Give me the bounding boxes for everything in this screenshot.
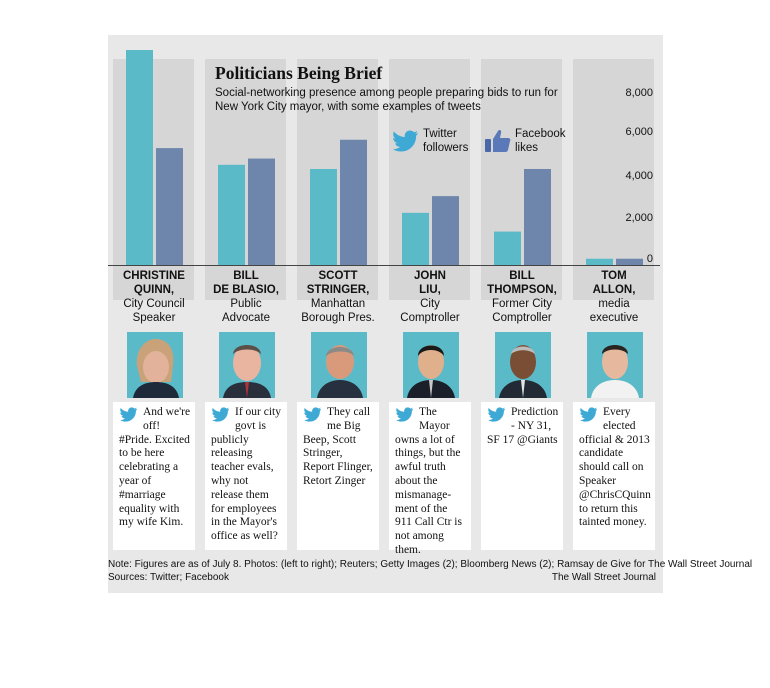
person-name: TOM [601,270,627,282]
person-label-thompson: BILL THOMPSON, Former City Comptroller [476,269,568,325]
twitter-bird-icon [580,407,598,422]
chart-panel: Politicians Being Brief Social-networkin… [108,35,752,593]
person-role: Comptroller [492,312,552,324]
person-role: media [598,298,630,310]
person-role: Borough Pres. [301,312,375,324]
y-tick-label: 0 [646,253,653,265]
twitter-bird-icon [393,130,418,152]
portrait-photo [311,332,367,398]
tweet-card: They call me Big Beep, Scott Stringer, R… [297,402,379,550]
person-name: BILL [509,270,535,282]
person-label-stringer: SCOTT STRINGER, Manhattan Borough Pres. [292,269,384,325]
column-background [113,59,194,300]
name-rule [384,265,476,266]
portrait-photo [587,332,643,398]
legend-twitter-line2: followers [423,142,469,154]
person-name: QUINN, [133,284,175,296]
person-role: Comptroller [400,312,460,324]
y-tick-label: 2,000 [625,212,653,224]
portrait-photo [127,332,183,398]
footnote: Note: Figures are as of July 8. Photos: … [108,559,753,570]
tweet-card: Every elected official & 2013 candidate … [573,402,655,550]
person-role: Public [230,298,262,310]
person-role: executive [589,312,639,324]
person-name: DE BLASIO, [213,284,279,296]
person-label-quinn: CHRISTINE QUINN, City Council Speaker [108,269,200,325]
twitter-bird-icon [212,407,230,422]
person-name: LIU, [419,284,441,296]
chart-subtitle: Social-networking presence among people … [215,87,558,113]
legend-twitter: Twitter followers [393,127,468,155]
name-rule [108,265,200,266]
person-label-allon: TOM ALLON, media executive [568,269,660,325]
person-name: THOMPSON, [487,284,557,296]
person-role: Speaker [132,312,176,324]
y-tick-label: 8,000 [625,87,653,99]
twitter-bird-icon [120,407,138,422]
credit: The Wall Street Journal [551,572,656,583]
person-role: City [420,298,440,310]
y-tick-label: 4,000 [625,170,653,182]
person-name: CHRISTINE [123,270,185,282]
legend-twitter-line1: Twitter [423,128,457,140]
legend-facebook: Facebook likes [484,127,566,155]
person-label-deblasio: BILL DE BLASIO, Public Advocate [200,269,292,325]
tweet-text: Every elected official & 2013 candidate … [579,406,651,529]
sources: Sources: Twitter; Facebook [108,572,229,583]
person-role: Former City [491,298,553,310]
tweet-text: If our city govt is publicly releasing t… [211,406,281,543]
name-rule [292,265,384,266]
portrait-photo [495,332,551,398]
legend-facebook-line1: Facebook [515,128,566,140]
legend-facebook-line2: likes [515,142,539,154]
portrait-photo [403,332,459,398]
portrait-photo [219,332,275,398]
y-tick-label: 6,000 [625,126,653,138]
person-label-liu: JOHN LIU, City Comptroller [384,269,476,325]
twitter-bird-icon [488,407,506,422]
tweet-card: If our city govt is publicly releasing t… [205,402,287,550]
twitter-bird-icon [304,407,322,422]
person-role: Manhattan [310,298,366,310]
tweet-card: Prediction - NY 31, SF 17 @Giants [481,402,563,550]
tweet-card: And we're off! #Pride. Excited to be her… [113,402,195,550]
person-name: BILL [233,270,259,282]
thumbs-up-icon [485,129,511,152]
person-name: JOHN [414,270,446,282]
name-rule [568,265,660,266]
name-rule [476,265,568,266]
name-rule [200,265,292,266]
person-name: ALLON, [592,284,636,296]
tweet-text: And we're off! #Pride. Excited to be her… [119,406,191,529]
twitter-bird-icon [396,407,414,422]
person-role: City Council [123,298,185,310]
chart-title: Politicians Being Brief [215,63,383,83]
person-name: SCOTT [318,270,358,282]
tweet-card: The Mayor owns a lot of things, but the … [389,402,471,556]
person-role: Advocate [222,312,270,324]
tweet-text: Prediction - NY 31, SF 17 @Giants [487,406,559,446]
tweet-text: The Mayor owns a lot of things, but the … [395,406,462,556]
tweet-text: They call me Big Beep, Scott Stringer, R… [303,406,373,487]
person-name: STRINGER, [306,284,370,296]
